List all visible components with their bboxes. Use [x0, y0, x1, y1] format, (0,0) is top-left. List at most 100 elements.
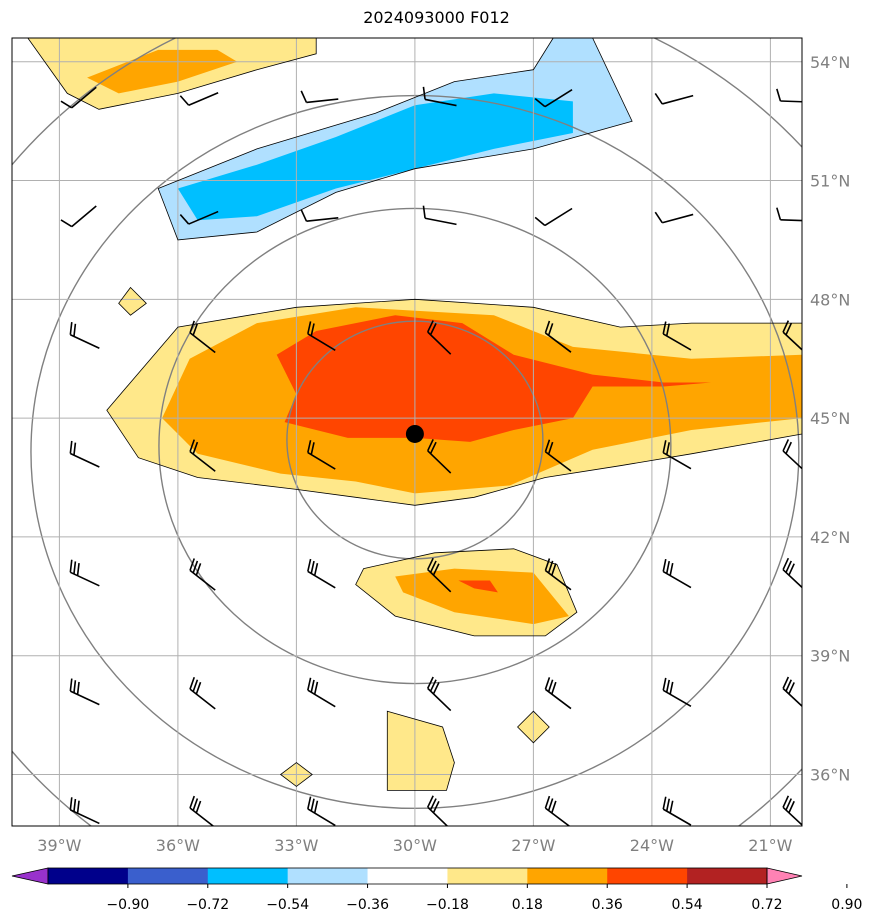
wind-barb-shaft — [188, 92, 219, 107]
wind-barb — [544, 795, 572, 826]
wind-barb-shaft — [307, 570, 336, 589]
contour-fill-2 — [276, 315, 712, 442]
wind-barb — [426, 557, 452, 593]
lon-tick-label: 27°W — [511, 836, 555, 855]
wind-barb-flag — [307, 440, 312, 453]
colorbar-tick-label: −0.18 — [426, 897, 469, 913]
wind-barb-shaft — [544, 207, 573, 227]
wind-barb-shaft — [71, 205, 97, 228]
wind-barb-shaft — [782, 806, 802, 826]
lat-tick-label: 36°N — [810, 766, 850, 785]
colorbar-segment — [687, 868, 768, 884]
wind-barb-flag — [432, 682, 440, 695]
wind-barbs — [60, 86, 802, 826]
wind-barb — [782, 676, 802, 711]
wind-barb-shaft — [780, 100, 802, 103]
lat-tick-label: 39°N — [810, 647, 850, 666]
contour-line-10 — [386, 710, 455, 791]
colorbar-tick-label: 0.18 — [512, 897, 543, 913]
wind-barb-shaft — [188, 210, 219, 225]
wind-barb — [189, 795, 216, 826]
wind-barb — [69, 678, 100, 706]
lon-tick-label: 33°W — [274, 836, 318, 855]
wind-barb — [782, 320, 802, 355]
wind-barb-flag — [189, 439, 196, 452]
wind-barb-flag — [662, 796, 667, 810]
colorbar-tick-label: 0.72 — [751, 897, 782, 913]
contour-fill-9 — [458, 580, 498, 593]
wind-barb — [662, 440, 692, 470]
wind-barb — [60, 86, 97, 109]
wind-barb-flag — [76, 563, 80, 576]
wind-barb — [189, 320, 216, 354]
contour-line-7 — [355, 548, 578, 637]
storm-center-marker — [405, 424, 424, 443]
wind-barb-flag — [551, 563, 557, 576]
wind-barb-flag — [669, 562, 674, 576]
wind-barb-shaft — [544, 569, 572, 591]
wind-barb-flag — [307, 558, 312, 572]
wind-barb-flag — [192, 323, 199, 336]
wind-barb-flag — [782, 795, 790, 808]
contour-line-0 — [106, 298, 802, 506]
colorbar-tick-label: −0.90 — [106, 897, 149, 913]
wind-barb-shaft — [662, 570, 692, 589]
wind-barb-shaft — [544, 807, 572, 826]
wind-barb-flag — [665, 798, 671, 812]
wind-barb-shaft — [544, 89, 573, 108]
wind-barb-flag — [665, 442, 671, 455]
wind-barb — [782, 557, 802, 593]
wind-barb-flag — [429, 560, 437, 573]
wind-barb-flag — [544, 677, 551, 690]
wind-barb — [654, 92, 694, 105]
wind-barb-flag — [313, 562, 319, 576]
wind-barb — [534, 89, 573, 108]
wind-barb-shaft — [307, 451, 336, 470]
wind-barb-flag — [426, 795, 434, 808]
wind-barb-flag — [310, 560, 315, 574]
colorbar: −0.90 −0.72 −0.54 −0.36 −0.18 0.18 0.36 0.54 0.7… — [11, 867, 862, 913]
wind-barb-flag — [192, 441, 199, 455]
wind-barb — [662, 558, 692, 589]
wind-barb-shaft — [69, 809, 100, 825]
contour-fill-8 — [395, 568, 569, 625]
wind-barb-flag — [313, 681, 319, 695]
wind-barb-flag — [776, 207, 782, 221]
wind-barb-flag — [73, 561, 77, 575]
wind-barb-shaft — [189, 807, 216, 826]
colorbar-extend-high — [766, 867, 803, 885]
chart-title: 2024093000 F012 — [363, 8, 510, 27]
lon-tick-label: 24°W — [630, 836, 674, 855]
wind-barb-flag — [788, 800, 795, 814]
colorbar-segment — [367, 868, 448, 884]
wind-barb-flag — [189, 676, 196, 690]
longitude-labels: 39°W 36°W 33°W 30°W 27°W 24°W 21°W — [37, 836, 792, 855]
wind-barb-flag — [60, 100, 73, 109]
map-frame — [11, 37, 803, 827]
wind-barb-shaft — [424, 98, 457, 107]
colorbar-segment — [207, 868, 289, 884]
wind-barb-flag — [662, 558, 667, 572]
colorbar-segment — [527, 868, 608, 884]
wind-barb — [422, 86, 457, 107]
wind-barb-flag — [544, 558, 551, 571]
wind-barb-flag — [547, 560, 554, 574]
wind-barb-shaft — [69, 571, 100, 587]
wind-barb-flag — [192, 560, 199, 574]
wind-barb-flag — [73, 323, 77, 337]
wind-barb — [422, 205, 457, 226]
contour-line-5 — [27, 38, 317, 110]
wind-barb-shaft — [71, 86, 97, 109]
wind-barb-shaft — [662, 452, 692, 470]
wind-barb-flag — [179, 214, 190, 225]
wind-barb-flag — [69, 322, 73, 335]
wind-barb — [307, 321, 336, 351]
wind-barb-flag — [310, 798, 315, 812]
wind-barb-flag — [432, 800, 440, 814]
wind-barb-flag — [426, 676, 434, 689]
wind-barb-flag — [785, 560, 792, 573]
wind-barb-flag — [662, 440, 667, 453]
wind-barb — [307, 796, 336, 826]
wind-barb-flag — [69, 678, 73, 692]
wind-barb-flag — [179, 95, 190, 106]
